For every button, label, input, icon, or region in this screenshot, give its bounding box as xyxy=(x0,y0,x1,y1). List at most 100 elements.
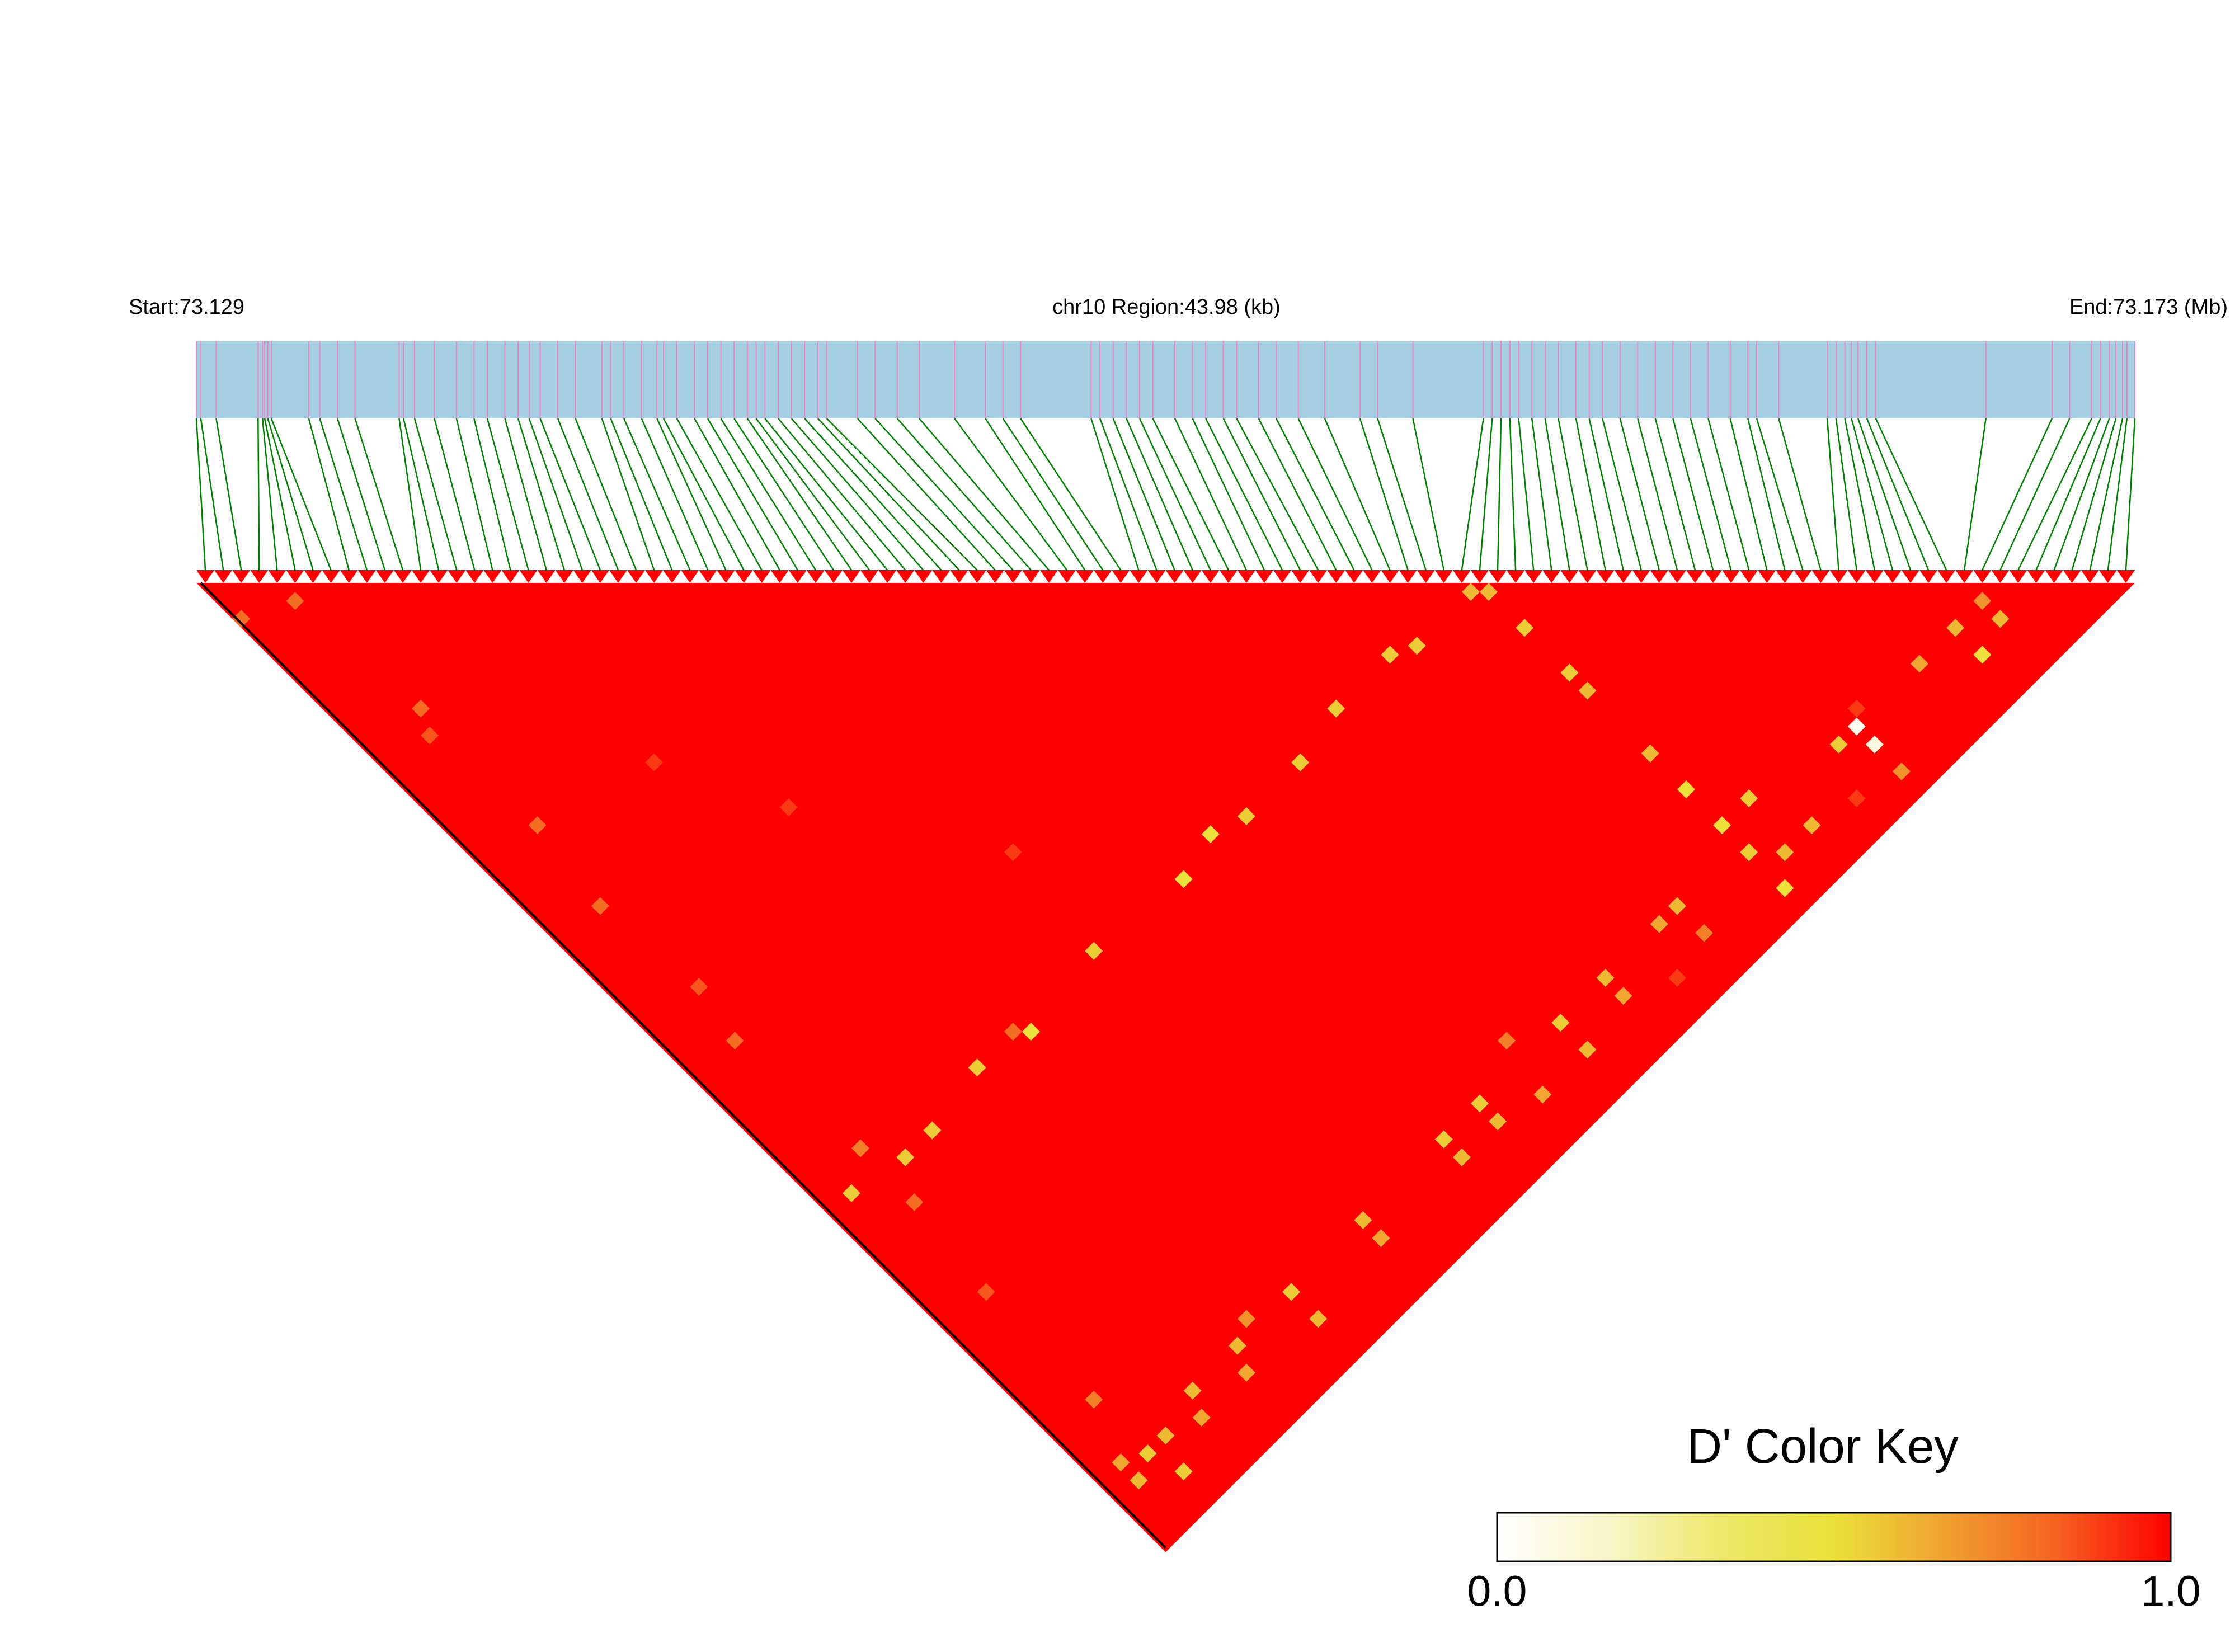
snp-marker xyxy=(591,570,609,583)
ld-cell xyxy=(1004,843,1022,862)
ld-cell xyxy=(1677,780,1695,798)
ld-cell xyxy=(1946,619,1965,637)
snp-link-line xyxy=(707,418,798,571)
ld-cell xyxy=(1309,1310,1328,1328)
snp-link-line xyxy=(817,418,960,571)
snp-link-line xyxy=(1654,418,1696,571)
ld-cell xyxy=(896,1148,915,1166)
snp-link-line xyxy=(764,418,888,571)
ld-cell xyxy=(1641,744,1659,763)
snp-link-line xyxy=(1236,418,1319,571)
ld-cell xyxy=(1489,1112,1507,1131)
snp-link-line xyxy=(1575,418,1606,571)
snp-link-line xyxy=(195,418,206,571)
snp-marker xyxy=(1076,570,1094,583)
snp-marker xyxy=(1112,570,1130,583)
snp-marker xyxy=(1039,570,1058,583)
snp-marker xyxy=(2063,570,2081,583)
ld-cell xyxy=(1973,646,1992,664)
snp-link-line xyxy=(919,418,1050,571)
snp-marker xyxy=(896,570,915,583)
snp-link-line xyxy=(1126,418,1193,571)
snp-marker xyxy=(1201,570,1220,583)
snp-link-line xyxy=(270,418,332,571)
snp-marker xyxy=(627,570,646,583)
snp-marker xyxy=(483,570,502,583)
ld-cell xyxy=(843,1184,861,1202)
color-key-title: D' Color Key xyxy=(1687,1419,1959,1474)
snp-marker xyxy=(1632,570,1650,583)
ld-cell xyxy=(1713,816,1731,835)
ld-cell xyxy=(1237,1363,1255,1382)
snp-marker xyxy=(357,570,376,583)
snp-link-line xyxy=(1479,418,1493,571)
snp-marker xyxy=(375,570,394,583)
ld-triangle xyxy=(196,583,2135,1552)
snp-marker xyxy=(681,570,699,583)
snp-marker xyxy=(448,570,466,583)
ld-cell xyxy=(1991,610,2010,628)
ld-cell xyxy=(1865,735,1884,754)
snp-link-line xyxy=(336,418,386,571)
snp-link-line xyxy=(985,418,1086,571)
ld-cell xyxy=(1156,1426,1175,1444)
ld-cell xyxy=(1201,825,1220,844)
ld-cell xyxy=(1892,762,1911,780)
snp-marker xyxy=(1058,570,1076,583)
ld-cell xyxy=(421,726,439,745)
snp-link-line xyxy=(1558,418,1588,571)
ld-cell xyxy=(1461,583,1480,601)
snp-link-line xyxy=(896,418,1032,571)
snp-link-line xyxy=(746,418,853,571)
snp-marker xyxy=(2098,570,2117,583)
snp-link-line xyxy=(1174,418,1248,571)
snp-marker xyxy=(1399,570,1417,583)
snp-link-line xyxy=(804,418,942,571)
snp-marker xyxy=(788,570,807,583)
snp-link-line xyxy=(1276,418,1355,571)
snp-link-line xyxy=(1090,418,1140,571)
color-key-tick-label: 1.0 xyxy=(2140,1567,2200,1615)
snp-marker xyxy=(268,570,286,583)
snp-link-line xyxy=(2107,418,2128,571)
ld-cell xyxy=(1596,968,1615,987)
snp-link-line xyxy=(1297,418,1373,571)
snp-link-line xyxy=(1619,418,1660,571)
snp-link-line xyxy=(1258,418,1337,571)
ld-cell xyxy=(905,1193,924,1211)
ld-cell xyxy=(1004,1023,1022,1041)
color-key-tick-label: 0.0 xyxy=(1467,1567,1527,1615)
snp-link-line xyxy=(720,418,816,571)
region-label: chr10 Region:43.98 (kb) xyxy=(1052,295,1281,319)
snp-link-line xyxy=(1518,418,1535,571)
ld-cell xyxy=(1174,1462,1193,1481)
snp-link-line xyxy=(755,418,871,571)
snp-link-line xyxy=(308,418,350,571)
ld-cell xyxy=(1847,699,1866,718)
snp-marker xyxy=(1434,570,1453,583)
snp-marker xyxy=(1165,570,1184,583)
snp-link-line xyxy=(1835,418,1857,571)
snp-link-line xyxy=(623,418,691,571)
snp-link-line xyxy=(1544,418,1570,571)
snp-marker xyxy=(824,570,843,583)
snp-marker xyxy=(322,570,340,583)
snp-link-line xyxy=(694,418,780,571)
snp-link-line xyxy=(1020,418,1122,571)
snp-marker xyxy=(1219,570,1238,583)
snp-marker xyxy=(663,570,681,583)
snp-link-line xyxy=(1963,418,1987,571)
snp-marker xyxy=(1524,570,1543,583)
ld-cell xyxy=(1174,870,1193,888)
snp-link-line xyxy=(2071,418,2117,571)
ld-cell xyxy=(1973,592,1992,610)
snp-link-line xyxy=(1377,418,1427,571)
snp-marker xyxy=(573,570,591,583)
snp-marker xyxy=(2009,570,2027,583)
snp-marker xyxy=(412,570,430,583)
snp-marker xyxy=(1417,570,1435,583)
snp-marker xyxy=(1542,570,1561,583)
ld-cell xyxy=(645,753,664,771)
snp-link-line xyxy=(1707,418,1750,571)
